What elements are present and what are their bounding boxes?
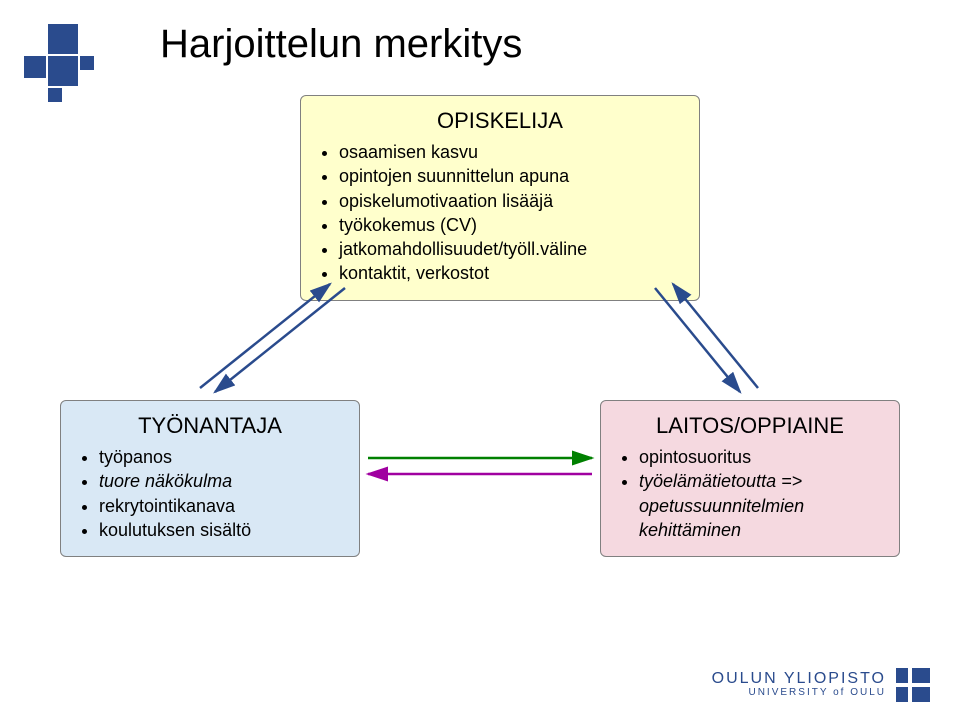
footer-uni-name: OULUN YLIOPISTO [712,671,886,688]
list-item: opintojen suunnittelun apuna [339,164,683,188]
box-laitos-list: opintosuoritus työelämätietoutta => opet… [617,445,883,542]
box-tyonantaja: TYÖNANTAJA työpanos tuore näkökulma rekr… [60,400,360,557]
box-laitos-head: LAITOS/OPPIAINE [617,413,883,439]
list-item: työelämätietoutta => opetussuunnitelmien… [639,469,883,542]
brand-squares [24,24,108,108]
list-item: työpanos [99,445,343,469]
list-item: tuore näkökulma [99,469,343,493]
list-item: koulutuksen sisältö [99,518,343,542]
box-opiskelija: OPISKELIJA osaamisen kasvu opintojen suu… [300,95,700,301]
box-opiskelija-list: osaamisen kasvu opintojen suunnittelun a… [317,140,683,286]
list-item: rekrytointikanava [99,494,343,518]
box-tyonantaja-head: TYÖNANTAJA [77,413,343,439]
list-item: työkokemus (CV) [339,213,683,237]
list-item: opiskelumotivaation lisääjä [339,189,683,213]
footer-uni-sub: UNIVERSITY of OULU [712,688,886,699]
list-item: jatkomahdollisuudet/työll.väline [339,237,683,261]
box-tyonantaja-list: työpanos tuore näkökulma rekrytointikana… [77,445,343,542]
box-laitos: LAITOS/OPPIAINE opintosuoritus työelämät… [600,400,900,557]
box-opiskelija-head: OPISKELIJA [317,108,683,134]
list-item: kontaktit, verkostot [339,261,683,285]
page-title: Harjoittelun merkitys [160,22,522,67]
footer-glyph-icon [896,668,930,702]
list-item: osaamisen kasvu [339,140,683,164]
footer-logo: OULUN YLIOPISTO UNIVERSITY of OULU [712,668,930,702]
list-item: opintosuoritus [639,445,883,469]
